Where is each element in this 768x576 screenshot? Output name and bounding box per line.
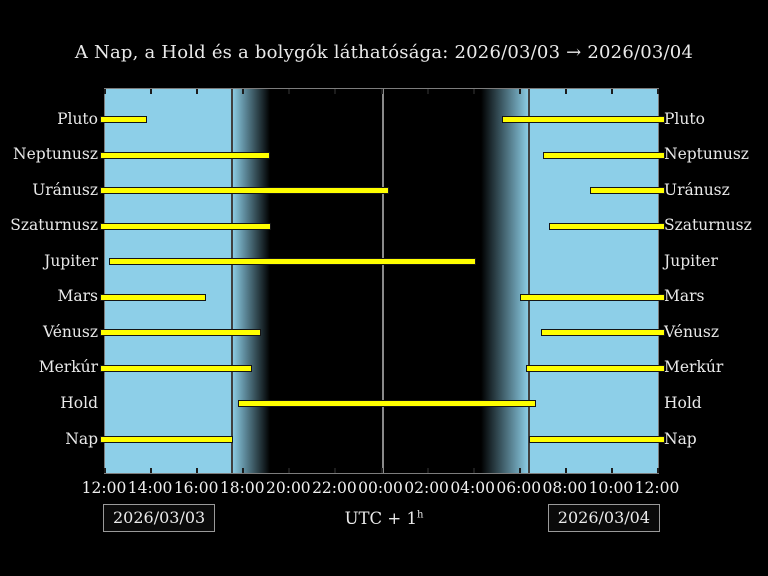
axis-tick-bottom [564,468,567,473]
axis-tick-bottom [196,468,199,473]
axis-tick-bottom [242,468,245,473]
visibility-bar-szaturnusz [100,222,272,230]
x-tick-label: 02:00 [404,479,449,497]
row-label-left-merkúr: Merkúr [38,358,98,377]
x-axis-tick-labels: 12:00 14:00 16:00 18:00 20:00 22:00 00:00 02:00… [82,479,680,499]
row-labels-right: Pluto Neptunusz Uránusz Szaturnusz Jupiter Ma… [664,88,768,472]
axis-tick-top [196,89,199,94]
row-label-left-pluto: Pluto [57,109,98,128]
row-label-right-pluto: Pluto [664,109,705,128]
axis-tick-bottom [426,468,429,473]
visibility-bar-hold [237,400,536,408]
x-tick-label: 14:00 [127,479,173,497]
axis-tick-bottom [380,468,383,473]
axis-tick-top [334,89,337,94]
x-tick-label: 08:00 [542,479,588,497]
dusk-twilight-gradient [232,89,270,473]
visibility-bar-pluto [100,116,147,123]
row-label-left-mars: Mars [57,287,98,306]
visibility-bar-uránusz [590,187,665,195]
chart-title: A Nap, a Hold és a bolygók láthatósága: … [74,42,694,63]
row-label-left-vénusz: Vénusz [42,322,98,341]
axis-tick-top [150,89,153,94]
axis-tick-bottom [334,468,337,473]
visibility-bar-vénusz [541,329,665,337]
visibility-bar-mars [520,293,665,301]
row-label-right-merkúr: Merkúr [664,358,724,377]
axis-tick-bottom [518,468,521,473]
x-tick-label: 22:00 [312,479,357,497]
night-band [269,89,482,473]
row-label-left-nap: Nap [65,429,98,448]
x-tick-label: 10:00 [588,479,634,497]
midnight-line [382,89,385,473]
row-label-right-vénusz: Vénusz [664,322,720,341]
visibility-bar-vénusz [100,329,261,337]
timezone-label: UTC + 1h [0,509,768,528]
axis-tick-top [104,89,106,94]
axis-tick-top [610,89,613,94]
row-label-left-neptunusz: Neptunusz [13,145,98,164]
row-label-left-jupiter: Jupiter [44,251,98,270]
start-date-box: 2026/03/03 [103,504,216,532]
x-tick-label: 06:00 [496,479,542,497]
axis-tick-top [472,89,475,94]
timezone-superscript: h [416,509,424,521]
sunrise-line [528,89,531,473]
visibility-bar-szaturnusz [548,222,665,230]
axis-tick-top [426,89,429,94]
x-tick-label: 12:00 [81,479,127,497]
axis-tick-top [518,89,521,94]
axis-tick-bottom [472,468,475,473]
row-label-right-uránusz: Uránusz [664,180,730,199]
day-band-morning [529,89,658,473]
visibility-bar-pluto [502,116,665,123]
axis-tick-top [564,89,567,94]
day-band-evening [105,89,233,473]
visibility-bar-jupiter [108,258,477,266]
visibility-bar-merkúr [100,364,252,372]
row-label-right-mars: Mars [664,287,705,306]
axis-tick-top [242,89,245,94]
row-label-left-uránusz: Uránusz [32,180,98,199]
axis-tick-bottom [150,468,153,473]
timezone-text: UTC + 1 [344,509,417,528]
axis-tick-bottom [104,468,106,473]
axis-tick-bottom [610,468,613,473]
visibility-bar-neptunusz [100,151,270,159]
x-tick-label: 18:00 [219,479,265,497]
row-labels-left: Pluto Neptunusz Uránusz Szaturnusz Jupiter Ma… [0,88,98,472]
visibility-bar-merkúr [525,364,665,372]
axis-tick-top [657,89,659,94]
row-label-right-hold: Hold [664,393,702,412]
x-tick-label: 16:00 [173,479,219,497]
visibility-bar-nap [100,436,234,444]
visibility-bar-nap [529,436,665,444]
x-tick-label: 12:00 [634,479,680,497]
axis-tick-bottom [657,468,659,473]
row-label-left-szaturnusz: Szaturnusz [10,216,98,235]
axis-tick-top [380,89,383,94]
x-tick-label: 20:00 [265,479,311,497]
visibility-bar-uránusz [100,187,390,195]
row-label-right-nap: Nap [664,429,697,448]
row-label-left-hold: Hold [60,393,98,412]
row-label-right-szaturnusz: Szaturnusz [664,216,752,235]
x-tick-label: 00:00 [358,479,403,497]
row-label-right-jupiter: Jupiter [664,251,718,270]
end-date-box: 2026/03/04 [547,504,660,532]
visibility-bar-neptunusz [543,151,665,159]
row-label-right-neptunusz: Neptunusz [664,145,749,164]
visibility-bar-mars [100,293,206,301]
dawn-twilight-gradient [481,89,530,473]
x-tick-label: 04:00 [450,479,495,497]
plot-area [100,88,665,474]
sunset-line [231,89,234,473]
axis-tick-bottom [288,468,291,473]
axis-tick-top [288,89,291,94]
